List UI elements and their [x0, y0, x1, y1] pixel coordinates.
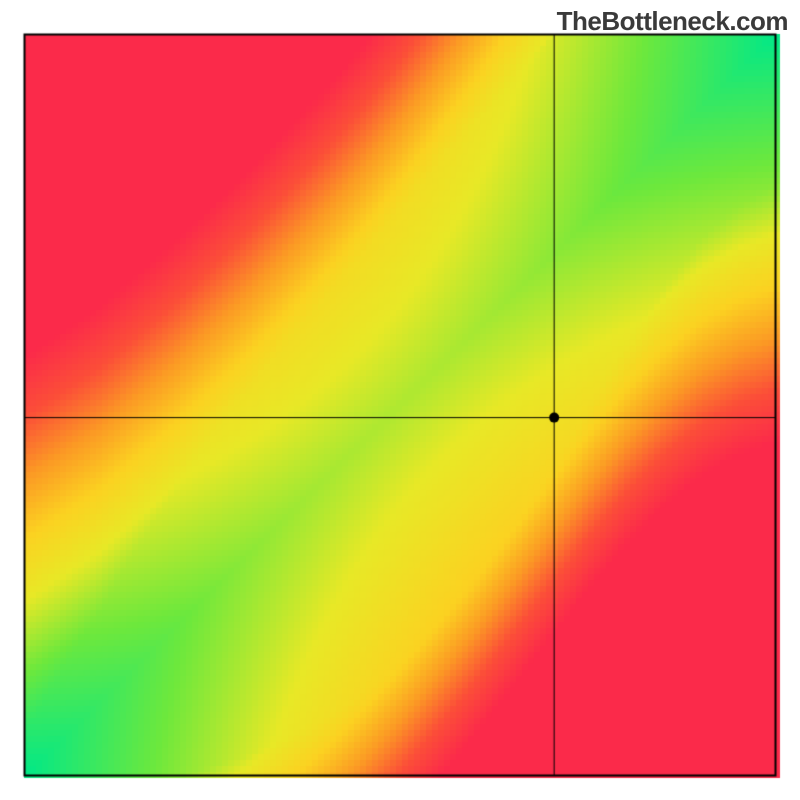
- watermark-text: TheBottleneck.com: [557, 6, 788, 37]
- bottleneck-heatmap: [0, 0, 800, 800]
- chart-container: TheBottleneck.com: [0, 0, 800, 800]
